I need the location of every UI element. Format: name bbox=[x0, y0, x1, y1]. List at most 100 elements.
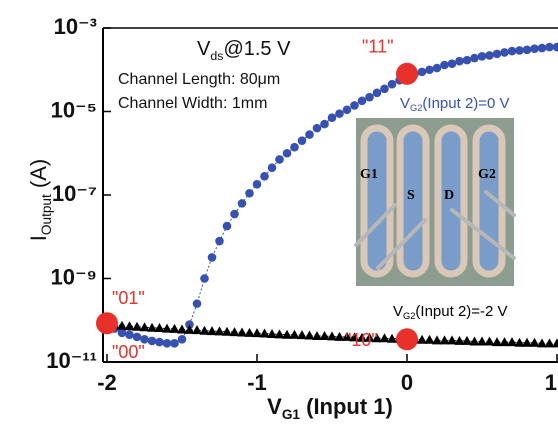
x-axis-label-part: G1 bbox=[282, 407, 301, 422]
x-axis-label: VG1 (Input 1) bbox=[267, 394, 393, 422]
highlight-point bbox=[396, 328, 418, 351]
marker bbox=[199, 325, 210, 335]
series-label-part: V bbox=[393, 303, 403, 320]
marker bbox=[462, 55, 472, 65]
inset-label: G2 bbox=[478, 167, 496, 182]
marker bbox=[252, 328, 262, 338]
marker bbox=[147, 322, 157, 332]
marker bbox=[260, 172, 269, 181]
marker bbox=[507, 46, 517, 56]
marker bbox=[117, 328, 127, 338]
inset-label: G1 bbox=[360, 167, 378, 182]
marker bbox=[169, 323, 180, 333]
state-label: "11" bbox=[362, 37, 393, 57]
marker bbox=[529, 337, 540, 347]
marker bbox=[222, 221, 232, 231]
marker bbox=[372, 333, 382, 343]
x-axis-label-part: (Input 1) bbox=[300, 394, 393, 419]
marker bbox=[312, 123, 322, 133]
marker bbox=[417, 334, 427, 344]
marker bbox=[357, 332, 367, 342]
marker bbox=[162, 339, 172, 348]
marker bbox=[500, 48, 509, 57]
marker bbox=[229, 327, 240, 337]
marker bbox=[477, 51, 487, 61]
marker bbox=[297, 136, 307, 145]
marker bbox=[425, 65, 434, 75]
series-label-part: G2 bbox=[403, 311, 415, 321]
marker bbox=[289, 329, 300, 339]
marker bbox=[335, 109, 344, 118]
series-label-part: V bbox=[400, 95, 410, 112]
series-label-part: (Input 2)=-2 V bbox=[415, 303, 507, 320]
marker bbox=[530, 44, 539, 53]
marker bbox=[334, 331, 345, 341]
marker bbox=[470, 53, 479, 63]
marker bbox=[380, 84, 389, 94]
marker bbox=[552, 42, 558, 52]
marker bbox=[267, 163, 277, 173]
y-axis-label-part: (A) bbox=[26, 159, 51, 194]
marker bbox=[154, 323, 165, 333]
marker bbox=[319, 330, 330, 340]
marker bbox=[184, 324, 195, 334]
marker bbox=[387, 333, 397, 343]
inset-electrodes bbox=[360, 124, 506, 278]
marker bbox=[155, 337, 164, 347]
y-axis-label-part: Output bbox=[39, 194, 54, 235]
y-tick-label: 10⁻⁵ bbox=[51, 97, 97, 122]
marker bbox=[364, 332, 375, 342]
inset-probes bbox=[354, 190, 516, 270]
marker bbox=[379, 333, 390, 343]
annotation-part: Channel Width: 1mm bbox=[118, 95, 267, 112]
marker bbox=[499, 337, 510, 347]
marker bbox=[304, 330, 315, 340]
marker bbox=[177, 324, 187, 334]
marker bbox=[447, 335, 457, 345]
series-label-part: (Input 2)=0 V bbox=[422, 95, 509, 112]
marker bbox=[305, 130, 314, 139]
marker bbox=[417, 67, 427, 77]
marker bbox=[372, 88, 382, 98]
marker bbox=[537, 43, 547, 53]
marker bbox=[290, 142, 299, 152]
marker bbox=[342, 331, 352, 341]
marker bbox=[139, 322, 150, 332]
marker bbox=[192, 299, 202, 308]
marker bbox=[424, 334, 435, 344]
x-tick-label: -1 bbox=[247, 370, 267, 395]
marker bbox=[469, 336, 480, 346]
marker bbox=[327, 331, 337, 341]
marker bbox=[297, 330, 307, 340]
marker bbox=[522, 337, 532, 347]
marker bbox=[244, 327, 255, 337]
inset-photo: G1 S D G2 bbox=[354, 118, 516, 286]
marker bbox=[552, 338, 558, 348]
marker bbox=[125, 330, 134, 340]
marker bbox=[312, 330, 322, 340]
marker bbox=[514, 337, 525, 347]
marker bbox=[349, 332, 360, 342]
annotation-part: V bbox=[197, 38, 211, 60]
marker bbox=[515, 46, 524, 55]
highlight-point bbox=[96, 312, 118, 335]
inset-label: S bbox=[407, 188, 415, 203]
marker bbox=[245, 188, 254, 198]
marker bbox=[537, 338, 547, 348]
x-tick-label: -2 bbox=[97, 370, 117, 395]
marker bbox=[140, 334, 149, 344]
marker bbox=[544, 338, 555, 348]
marker bbox=[282, 148, 292, 158]
annotation: Channel Width: 1mm bbox=[118, 95, 267, 112]
highlight-point bbox=[396, 62, 418, 85]
marker bbox=[485, 51, 494, 60]
marker bbox=[259, 328, 270, 338]
annotation-part: ds bbox=[210, 49, 223, 63]
state-label: "01" bbox=[112, 288, 145, 308]
marker bbox=[215, 236, 224, 246]
marker bbox=[320, 119, 329, 129]
marker bbox=[507, 337, 517, 347]
marker bbox=[207, 326, 217, 336]
